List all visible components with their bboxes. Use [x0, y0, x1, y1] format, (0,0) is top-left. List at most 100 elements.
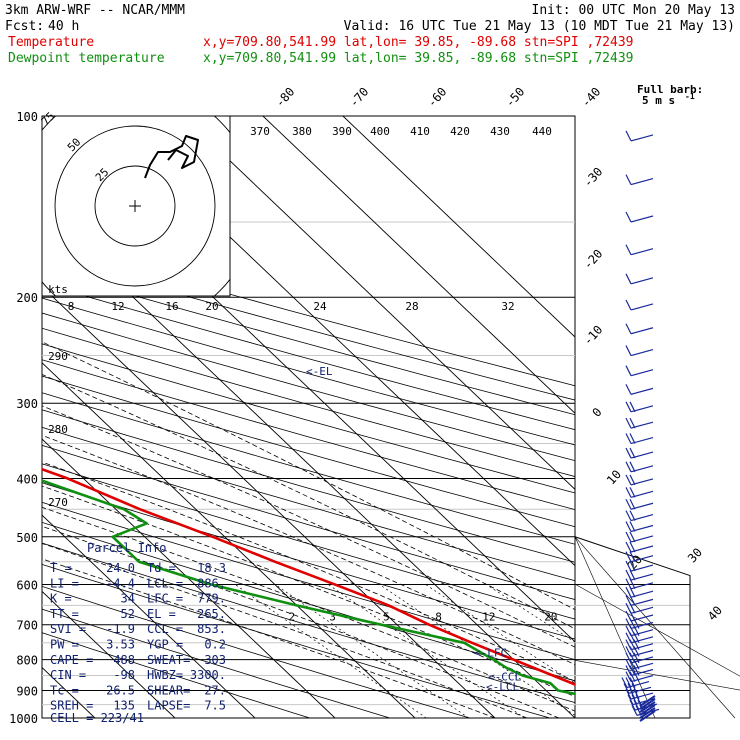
wind-barb	[625, 665, 654, 677]
isotherm-line	[342, 116, 575, 338]
wind-barb	[625, 130, 654, 142]
parcel-key: EL =	[147, 607, 176, 621]
wind-barb	[625, 174, 654, 186]
isotherm-line	[42, 285, 496, 718]
valid-time: Valid: 16 UTC Tue 21 May 13 (10 MDT Tue …	[344, 19, 735, 34]
wind-barb	[625, 345, 654, 357]
fcst-hours: 40 h	[48, 19, 79, 34]
isotherm-label: -10	[581, 323, 606, 348]
wind-barb	[625, 688, 654, 700]
wind-barb	[625, 244, 654, 256]
profiles	[42, 467, 575, 696]
wind-barb	[625, 487, 654, 498]
dry-adiabat	[42, 632, 310, 718]
barb-legend-value: 5 m s	[642, 94, 675, 107]
mixing-ratio-label: 3	[329, 611, 336, 624]
parcel-value: 303	[204, 653, 226, 667]
dry-adiabat	[42, 241, 575, 387]
parcel-info-row: SVI = -1.9 CCL = 853.	[50, 622, 226, 636]
isotherm-label: -20	[581, 247, 606, 272]
parcel-info-title: Parcel Info	[87, 541, 166, 555]
parcel-key: SWEAT=	[147, 653, 190, 667]
isotherm-label: -80	[273, 85, 298, 110]
model-title: 3km ARW-WRF -- NCAR/MMM	[5, 3, 185, 18]
dry-adiabat	[42, 585, 470, 718]
parcel-value: 34	[121, 592, 135, 606]
parcel-value: 853.	[197, 622, 226, 636]
parcel-info-row: CIN = -98 HWBZ= 3300.	[50, 668, 226, 682]
parcel-value: 7.5	[204, 699, 226, 713]
isotherm-line	[42, 362, 416, 718]
dry-adiabat	[42, 608, 390, 718]
hodograph-ring	[54, 125, 216, 287]
parcel-key: Td =	[147, 561, 176, 575]
wind-barb	[625, 498, 654, 510]
pressure-axis: 100 200 300 400 500 600 700 800 900 1000	[9, 110, 38, 726]
wind-barb	[623, 683, 652, 694]
wind-barb	[625, 521, 654, 533]
barb-legend-title: Full barb:	[637, 83, 703, 96]
parcel-key: CIN =	[50, 668, 86, 682]
wind-barbs	[621, 130, 660, 722]
wind-barb	[625, 211, 654, 223]
parcel-value: 18.3	[197, 561, 226, 575]
mixing-ratio-label: 8	[435, 611, 442, 624]
mixing-ratio-label: 2	[289, 611, 296, 624]
parcel-value: 265.	[197, 607, 226, 621]
wind-barb	[621, 677, 650, 689]
isotherm-extension	[574, 583, 740, 677]
dry-adiabat	[42, 463, 575, 620]
temperature-profile	[42, 467, 575, 686]
theta-label: 440	[532, 125, 552, 138]
wind-barb	[625, 401, 654, 413]
wind-barb	[625, 323, 654, 335]
fcst-label: Fcst:	[5, 19, 44, 34]
mixing-ratio-label: 20	[544, 611, 557, 624]
barb-legend: Full barb: 5 m s -1	[637, 83, 703, 107]
parcel-value: 488	[113, 653, 135, 667]
pressure-tick-label: 900	[16, 684, 38, 698]
parcel-value: 3.53	[106, 638, 135, 652]
pressure-tick-label: 100	[16, 110, 38, 124]
pressure-tick-label: 600	[16, 578, 38, 592]
isotherm-label: 10	[604, 467, 624, 487]
isotherm-label: -60	[425, 85, 450, 110]
mixing-ratio-label: 5	[383, 611, 390, 624]
parcel-info-row: TT = 52 EL = 265.	[50, 607, 226, 621]
moist-adiabat	[42, 525, 560, 718]
speed-axis-label: 24	[313, 300, 327, 313]
parcel-value: -98	[113, 668, 135, 682]
pressure-tick-label: 700	[16, 619, 38, 633]
mixing-ratio-line	[274, 584, 469, 718]
parcel-value: 26.5	[106, 683, 135, 697]
isotherm-line	[262, 116, 575, 414]
mixing-ratio-line	[234, 584, 427, 718]
moist-adiabat	[42, 506, 575, 712]
wind-barb	[625, 299, 654, 311]
mixing-ratio-line	[486, 584, 575, 643]
parcel-key: LFC =	[147, 592, 183, 606]
isotherm-label: -50	[503, 85, 528, 110]
wind-barb	[625, 551, 654, 563]
wind-barb	[625, 510, 654, 522]
surface-wind-barb	[639, 695, 656, 707]
moist-adiabat	[42, 558, 496, 718]
mixing-ratio-label: 12	[482, 611, 495, 624]
level-marker-label: <-EL	[306, 365, 333, 378]
parcel-key: HWBZ=	[147, 668, 183, 682]
dry-adiabat	[42, 542, 575, 704]
wind-barb	[625, 659, 654, 670]
theta-label: 380	[292, 125, 312, 138]
wind-barb	[625, 273, 654, 285]
temperature-location-info: x,y=709.80,541.99 lat,lon= 39.85, -89.68…	[203, 35, 633, 50]
dewpoint-legend-label: Dewpoint temperature	[8, 51, 165, 66]
level-marker-label: <-CCL	[488, 670, 521, 683]
speed-axis-label: 20	[205, 300, 218, 313]
parcel-key: PW =	[50, 638, 79, 652]
parcel-cell: CELL = 223/41	[50, 711, 144, 725]
level-markers: <-EL<-LFC<-CCL<-LCL<-EL	[306, 365, 521, 694]
isotherm-line	[42, 514, 256, 718]
wind-barb	[625, 541, 654, 553]
parcel-key: YGP =	[147, 638, 183, 652]
speed-axis-label: 8	[68, 300, 75, 313]
